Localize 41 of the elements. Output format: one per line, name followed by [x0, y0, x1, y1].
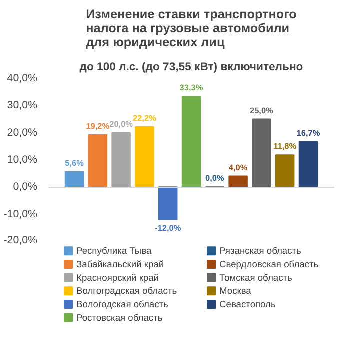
data-label: 25,0% — [250, 106, 274, 116]
chart-title: Изменение ставки транспортного налога на грузовые автомобили для юридических лиц — [86, 8, 298, 50]
legend-label: Рязанская область — [220, 246, 302, 256]
y-tick-label: 40,0% — [7, 72, 38, 84]
legend-label: Ростовская область — [76, 312, 163, 323]
data-label: 5,6% — [65, 158, 85, 168]
legend-label: Свердловская область — [220, 259, 319, 270]
legend-label: Забайкальский край — [76, 259, 164, 270]
legend-label: Республика Тыва — [76, 246, 152, 256]
chart-subtitle: до 100 л.с. (до 73,55 кВт) включительно — [80, 62, 304, 74]
data-label: 0,0% — [206, 174, 225, 184]
y-tick-label: 10,0% — [7, 154, 38, 166]
legend-label: Москва — [220, 286, 252, 296]
bar — [112, 132, 131, 188]
legend-label: Вологодская область — [76, 299, 169, 310]
bar — [298, 141, 318, 188]
data-label: 22,2% — [133, 114, 158, 123]
data-label: 20,0% — [110, 120, 134, 129]
legend-label: Волгоградская область — [76, 286, 178, 296]
y-tick-label: 30,0% — [7, 100, 38, 112]
bar — [135, 126, 154, 188]
data-label: 19,2% — [86, 122, 110, 132]
bar — [158, 186, 178, 220]
bar — [182, 96, 202, 188]
data-label: 16,7% — [296, 128, 321, 138]
bar — [64, 171, 84, 188]
data-label: 33,3% — [180, 84, 204, 93]
legend-label: Томская область — [220, 272, 293, 283]
y-tick-label: 0,0% — [13, 181, 38, 194]
bar — [228, 176, 248, 188]
data-label: 11,8% — [274, 142, 298, 152]
bar — [252, 118, 272, 188]
y-tick-label: -10,0% — [4, 208, 38, 220]
data-label: 4,0% — [228, 163, 248, 172]
legend-label: Красноярский край — [76, 272, 160, 283]
bar — [275, 154, 295, 188]
y-tick-label: 20,0% — [7, 126, 38, 139]
data-label: -12,0% — [155, 224, 182, 233]
bar — [88, 134, 108, 188]
y-tick-label: -20,0% — [4, 234, 38, 246]
legend-label: Севастополь — [220, 299, 276, 310]
